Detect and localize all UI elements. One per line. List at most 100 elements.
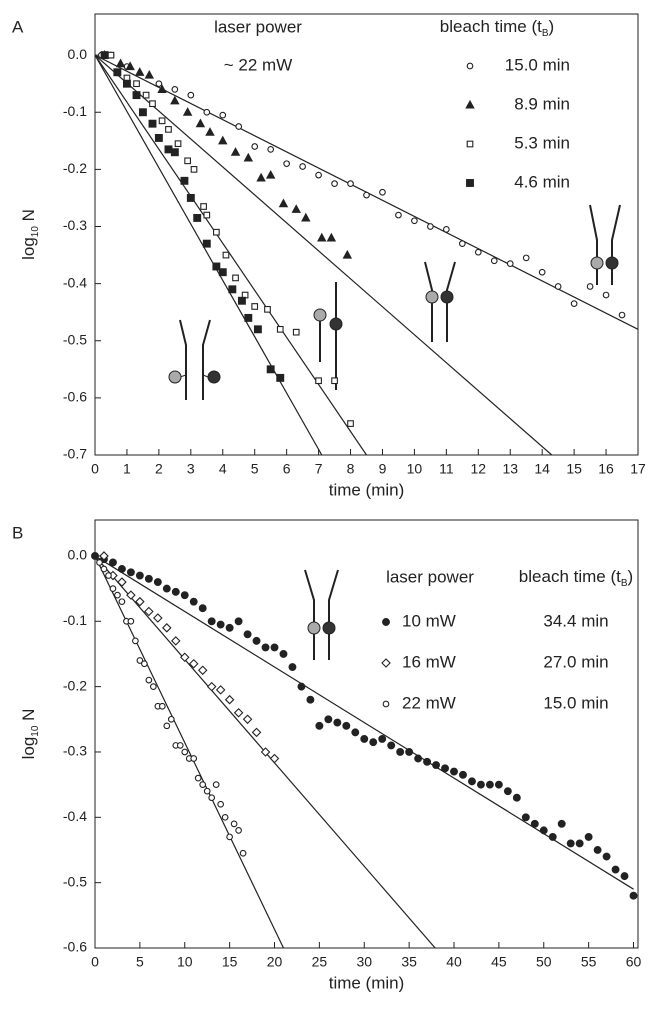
legend-label: 8.9 min bbox=[514, 94, 570, 113]
legend-title-main: bleach time (t bbox=[440, 17, 542, 36]
point bbox=[115, 58, 126, 68]
point bbox=[347, 420, 354, 427]
legend-label: 15.0 min bbox=[505, 55, 570, 74]
plot-frame bbox=[94, 13, 639, 456]
point bbox=[485, 780, 494, 789]
point bbox=[181, 748, 189, 756]
x-tick-label: 11 bbox=[439, 461, 454, 477]
point bbox=[261, 643, 270, 652]
point bbox=[233, 707, 244, 718]
point bbox=[265, 169, 276, 179]
point bbox=[180, 176, 189, 185]
x-tick-label: 40 bbox=[446, 954, 462, 970]
y-label-rest: N bbox=[19, 709, 38, 726]
point bbox=[197, 665, 208, 676]
legend-marker bbox=[466, 140, 474, 148]
point bbox=[342, 721, 351, 730]
point bbox=[200, 203, 207, 210]
point bbox=[132, 91, 141, 100]
point bbox=[100, 51, 109, 60]
x-tick-label: 0 bbox=[91, 954, 99, 970]
point bbox=[203, 108, 211, 116]
point bbox=[411, 217, 418, 225]
inset-a1 bbox=[168, 319, 221, 400]
y-tick-label: -0.1 bbox=[63, 103, 87, 119]
point bbox=[135, 571, 144, 580]
point bbox=[331, 180, 338, 188]
legend-power-title: laser power bbox=[214, 17, 302, 36]
point bbox=[299, 163, 306, 170]
point bbox=[144, 69, 155, 79]
point bbox=[163, 722, 171, 730]
point bbox=[158, 117, 166, 125]
point bbox=[170, 148, 179, 157]
point bbox=[205, 127, 215, 136]
point bbox=[100, 565, 108, 573]
point bbox=[171, 86, 179, 93]
panel-label: B bbox=[12, 523, 23, 542]
point bbox=[566, 839, 575, 848]
point bbox=[117, 577, 127, 587]
point bbox=[226, 833, 233, 841]
x-tick-label: 17 bbox=[630, 461, 646, 477]
point bbox=[378, 734, 387, 743]
point bbox=[618, 311, 626, 319]
point bbox=[232, 274, 239, 282]
y-tick-label: -0.7 bbox=[63, 446, 87, 462]
point bbox=[279, 650, 288, 658]
legend-marker bbox=[466, 62, 474, 70]
point bbox=[396, 748, 405, 756]
point bbox=[218, 135, 228, 145]
legend-label: 4.6 min bbox=[514, 172, 570, 191]
x-tick-label: 6 bbox=[283, 461, 291, 477]
point bbox=[180, 591, 189, 600]
x-tick-label: 9 bbox=[379, 461, 387, 477]
point bbox=[267, 146, 275, 153]
legend-power-title: laser power bbox=[386, 567, 474, 586]
x-tick-label: 0 bbox=[91, 461, 99, 477]
point bbox=[584, 832, 593, 841]
point bbox=[450, 767, 458, 776]
y-tick-label: 0.0 bbox=[68, 547, 88, 563]
point bbox=[206, 681, 217, 692]
point bbox=[114, 591, 121, 599]
point bbox=[237, 296, 246, 305]
point bbox=[629, 891, 638, 900]
point bbox=[538, 268, 546, 276]
legend-title-main: bleach time (t bbox=[519, 567, 621, 586]
y-label-base: log bbox=[19, 737, 38, 760]
point bbox=[235, 827, 242, 834]
point bbox=[360, 734, 369, 743]
x-tick-label: 10 bbox=[177, 954, 193, 970]
point bbox=[158, 702, 166, 710]
point bbox=[195, 118, 206, 128]
x-tick-label: 3 bbox=[187, 461, 195, 477]
y-tick-label: -0.6 bbox=[63, 939, 87, 955]
point bbox=[253, 325, 262, 334]
point bbox=[276, 373, 285, 382]
y-label-sub: 10 bbox=[30, 226, 41, 238]
point bbox=[270, 643, 279, 652]
fit-line bbox=[95, 54, 367, 455]
x-tick-label: 60 bbox=[626, 954, 642, 970]
point bbox=[109, 585, 117, 592]
point bbox=[506, 260, 514, 267]
inset-a4 bbox=[589, 204, 621, 285]
x-tick-label: 13 bbox=[502, 461, 518, 477]
legend-title-end: ) bbox=[549, 17, 555, 36]
point bbox=[432, 761, 441, 769]
point bbox=[212, 262, 221, 271]
legend-bleach-time: 27.0 min bbox=[543, 652, 608, 671]
point bbox=[199, 781, 207, 788]
point bbox=[218, 268, 227, 277]
legend-label: 16 mW bbox=[402, 652, 456, 671]
y-label-base: log bbox=[19, 237, 38, 260]
point bbox=[557, 819, 566, 828]
x-tick-label: 20 bbox=[267, 954, 283, 970]
point bbox=[170, 95, 180, 105]
point bbox=[203, 787, 211, 795]
point bbox=[99, 551, 109, 561]
legend-marker bbox=[382, 700, 390, 708]
point bbox=[118, 598, 126, 606]
point bbox=[288, 663, 297, 671]
